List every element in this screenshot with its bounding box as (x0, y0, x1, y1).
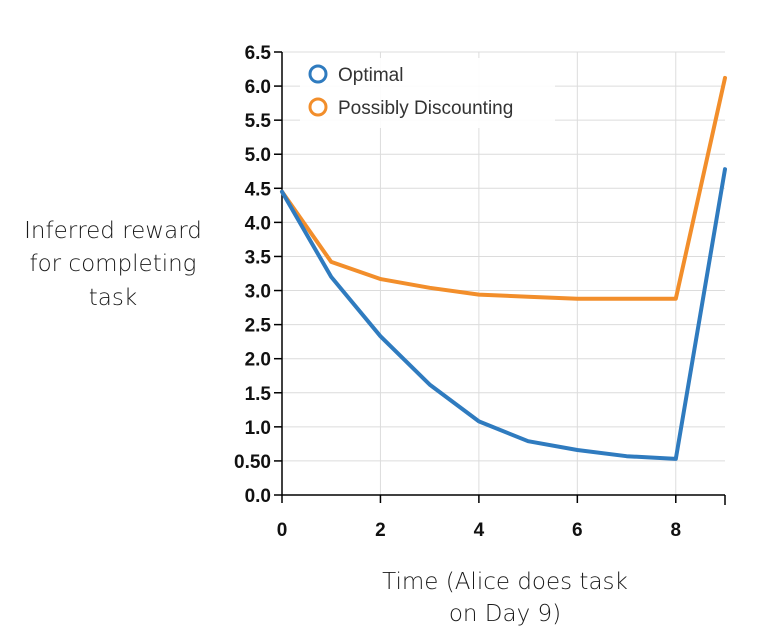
axes (281, 52, 726, 505)
series-lines (280, 75, 727, 461)
y-tick-label: 5.0 (245, 145, 271, 166)
y-axis-label-line-3: task (89, 285, 137, 311)
y-tick-label: 5.5 (245, 111, 272, 132)
y-tick-label: 1.0 (245, 418, 271, 439)
legend-marker (308, 97, 328, 117)
legend-label: Optimal (338, 65, 403, 86)
x-axis-label-line-2: on Day 9) (449, 601, 561, 627)
x-axis-ticks: 0 2 4 6 8 (277, 495, 681, 541)
y-tick-label: 0.0 (245, 486, 271, 507)
y-tick-label: 6.0 (245, 77, 271, 98)
x-axis-label-line-1: Time (Alice does task (382, 569, 628, 595)
y-tick-label: 2.5 (245, 316, 272, 337)
y-tick-label: 1.5 (245, 384, 272, 405)
x-tick-label: 2 (375, 520, 386, 541)
y-tick-label: 4.5 (245, 179, 272, 200)
y-tick-label: 3.0 (245, 282, 271, 303)
legend-label: Possibly Discounting (338, 98, 513, 119)
legend-background (300, 58, 555, 128)
x-tick-label: 0 (277, 520, 288, 541)
y-tick-label: 3.5 (245, 247, 272, 268)
y-tick-label: 2.0 (245, 350, 271, 371)
series-line-optimal (280, 167, 727, 461)
y-tick-label: 6.5 (245, 43, 272, 64)
x-tick-label: 8 (670, 520, 681, 541)
y-tick-label: 0.50 (234, 452, 271, 473)
y-axis-label-line-1: Inferred reward (24, 218, 202, 244)
x-tick-label: 4 (474, 520, 485, 541)
x-tick-label: 6 (572, 520, 583, 541)
legend: Optimal Possibly Discounting (300, 58, 555, 128)
legend-marker (308, 64, 328, 84)
y-tick-label: 4.0 (245, 213, 271, 234)
y-axis-ticks: 0.0 0.50 1.0 1.5 2.0 2.5 3.0 3.5 4.0 4.5 5.0 5.5 6.0… (234, 43, 282, 507)
series-line-possibly-discounting (280, 75, 727, 301)
y-axis-label-line-2: for completing (30, 251, 197, 277)
